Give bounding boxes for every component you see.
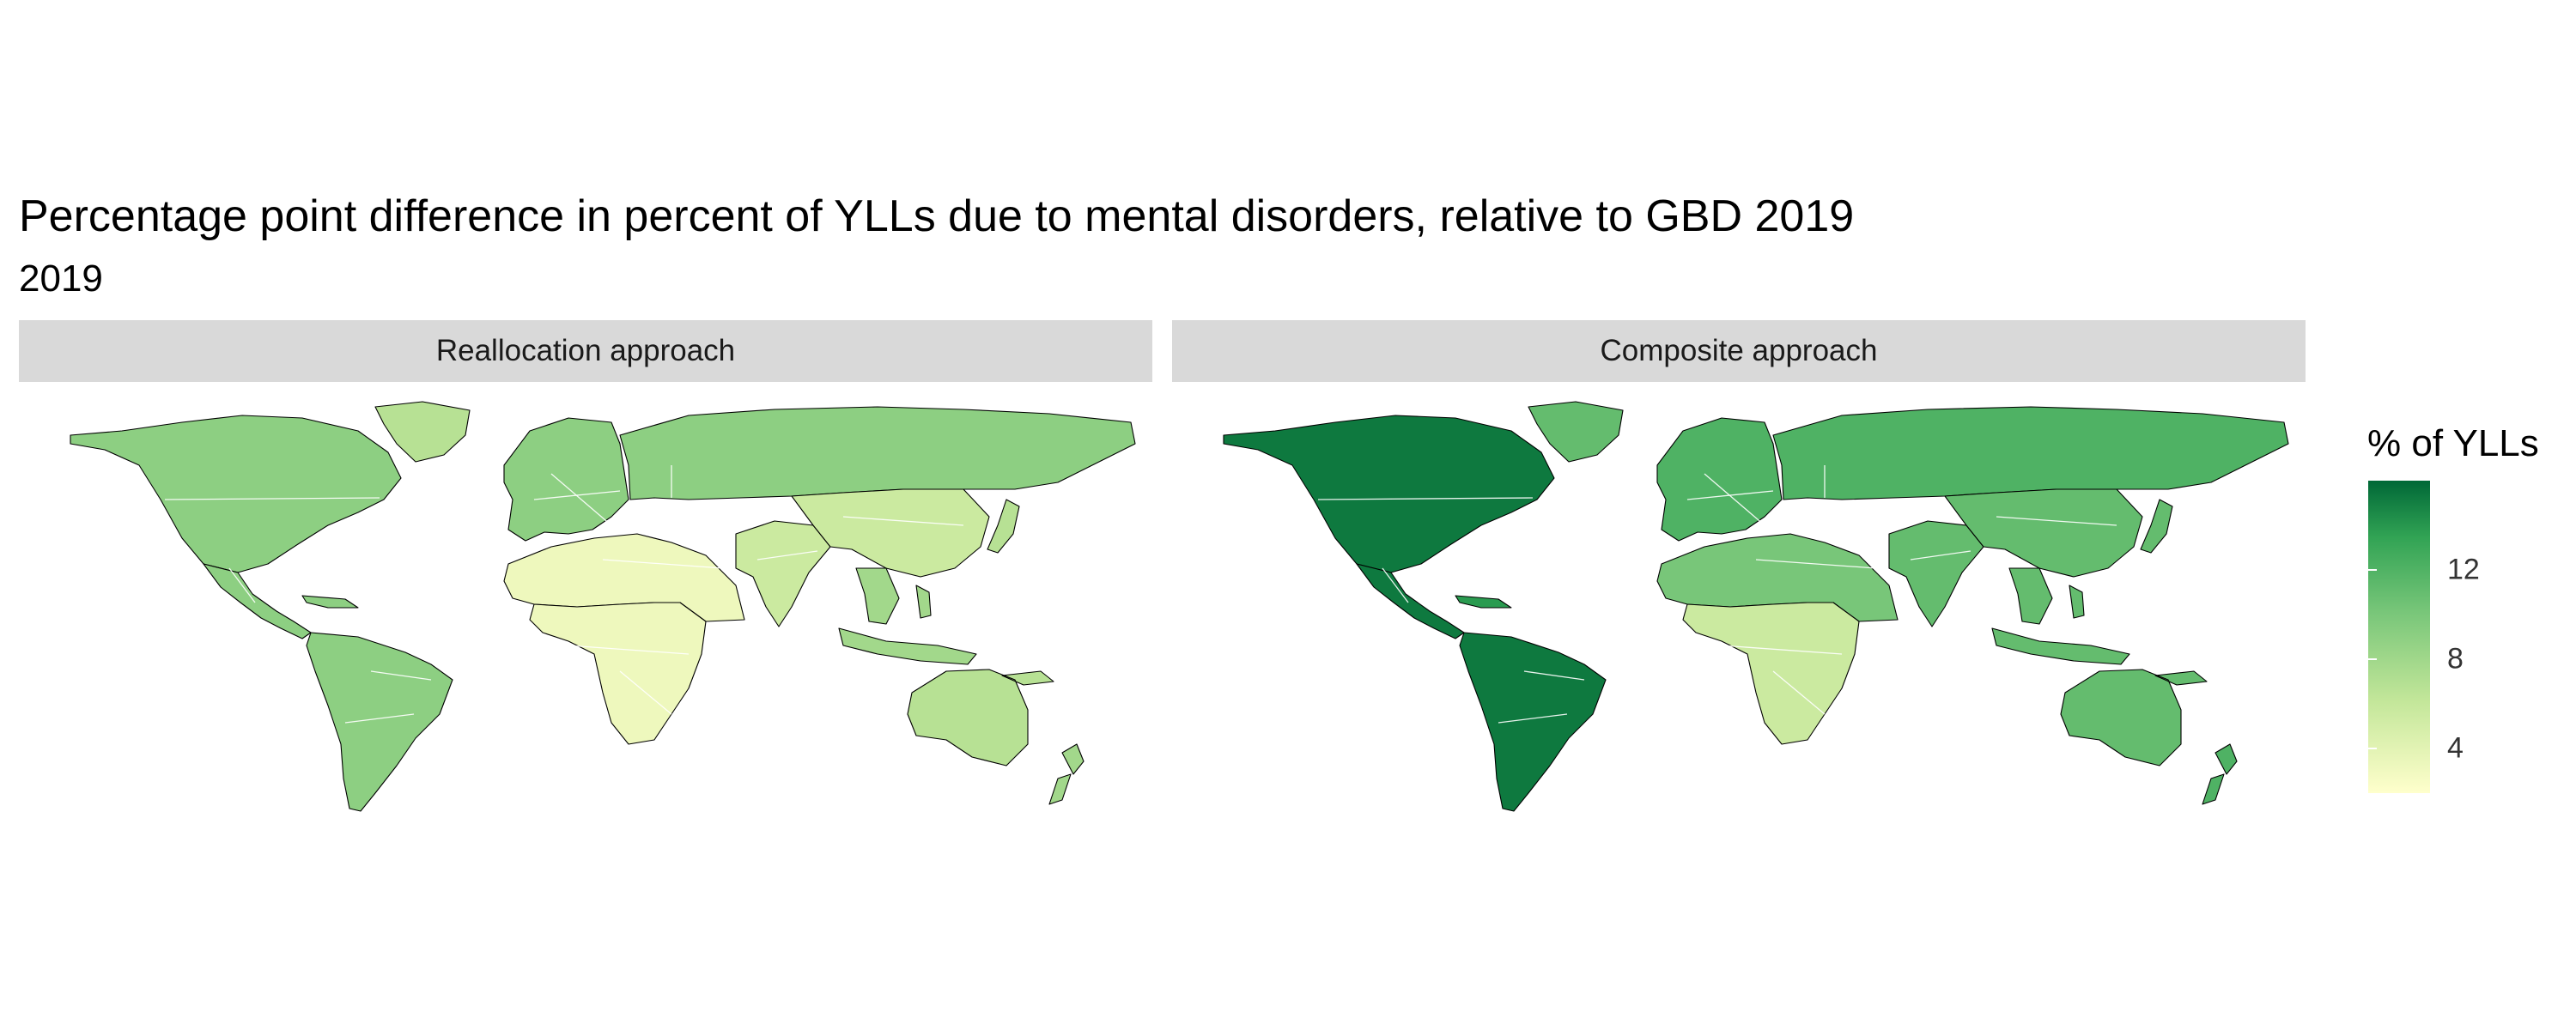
map-region-east-asia bbox=[791, 488, 990, 578]
world-map-reallocation bbox=[70, 401, 1136, 812]
map-region-east-asia bbox=[1944, 488, 2143, 578]
map-panel-composite bbox=[1172, 397, 2306, 826]
map-region-greenland bbox=[374, 401, 471, 463]
map-region-central-america bbox=[1356, 563, 1465, 639]
legend-tick-mark bbox=[2430, 569, 2439, 571]
map-region-russia-north-asia bbox=[1772, 406, 2289, 500]
map-region-greenland bbox=[1528, 401, 1624, 463]
map-region-southeast-asia bbox=[838, 567, 977, 665]
country-border bbox=[1772, 670, 1826, 715]
chart-subtitle: 2019 bbox=[19, 258, 103, 300]
chart-title: Percentage point difference in percent o… bbox=[19, 191, 1855, 241]
map-region-southeast-asia bbox=[1991, 567, 2130, 665]
country-border bbox=[1755, 559, 1877, 569]
map-region-sub-saharan-africa bbox=[529, 602, 707, 745]
country-border bbox=[164, 497, 380, 500]
map-region-south-america bbox=[1459, 632, 1607, 812]
country-border bbox=[1721, 645, 1843, 655]
legend-tick-mark bbox=[2430, 658, 2439, 660]
country-border bbox=[1523, 670, 1585, 681]
country-border bbox=[602, 559, 724, 569]
legend-tick-label: 8 bbox=[2447, 642, 2464, 676]
map-region-north-america bbox=[70, 415, 402, 573]
country-border bbox=[1996, 516, 2117, 526]
panel-strip-reallocation: Reallocation approach bbox=[19, 320, 1152, 382]
map-region-japan bbox=[2140, 499, 2173, 554]
map-region-europe bbox=[1656, 417, 1783, 542]
map-region-caribbean bbox=[1455, 595, 1512, 609]
country-border bbox=[370, 670, 432, 681]
country-border bbox=[619, 670, 672, 715]
legend-tick-mark bbox=[2368, 569, 2377, 571]
country-border bbox=[344, 713, 415, 724]
map-region-new-zealand bbox=[2202, 743, 2238, 805]
map-region-japan bbox=[987, 499, 1020, 554]
legend-title: % of YLLs bbox=[2367, 422, 2539, 464]
country-border bbox=[228, 567, 256, 603]
country-border bbox=[1498, 713, 1568, 724]
map-region-south-asia bbox=[1888, 520, 1984, 627]
country-border bbox=[1910, 550, 1971, 560]
world-map-composite bbox=[1223, 401, 2289, 812]
legend-tick-mark bbox=[2368, 658, 2377, 660]
legend-colorbar bbox=[2368, 481, 2430, 793]
country-border bbox=[756, 550, 818, 560]
legend-tick-label: 12 bbox=[2447, 553, 2480, 586]
country-border bbox=[1317, 497, 1534, 500]
map-region-central-america bbox=[203, 563, 312, 639]
country-border bbox=[842, 516, 964, 526]
map-region-europe bbox=[503, 417, 629, 542]
map-region-new-zealand bbox=[1048, 743, 1084, 805]
map-region-oceania bbox=[907, 669, 1054, 766]
map-region-caribbean bbox=[301, 595, 359, 609]
country-border bbox=[1382, 567, 1409, 603]
panel-strip-composite: Composite approach bbox=[1172, 320, 2306, 382]
map-region-sub-saharan-africa bbox=[1682, 602, 1860, 745]
map-region-oceania bbox=[2060, 669, 2208, 766]
map-region-north-america bbox=[1223, 415, 1555, 573]
map-region-south-america bbox=[306, 632, 453, 812]
legend-tick-mark bbox=[2368, 748, 2377, 749]
map-region-south-asia bbox=[735, 520, 831, 627]
map-panel-reallocation bbox=[19, 397, 1152, 826]
legend-tick-mark bbox=[2430, 748, 2439, 749]
map-region-russia-north-asia bbox=[619, 406, 1136, 500]
country-border bbox=[1704, 473, 1765, 526]
country-border bbox=[568, 645, 690, 655]
legend-tick-label: 4 bbox=[2447, 731, 2464, 765]
country-border bbox=[550, 473, 612, 526]
